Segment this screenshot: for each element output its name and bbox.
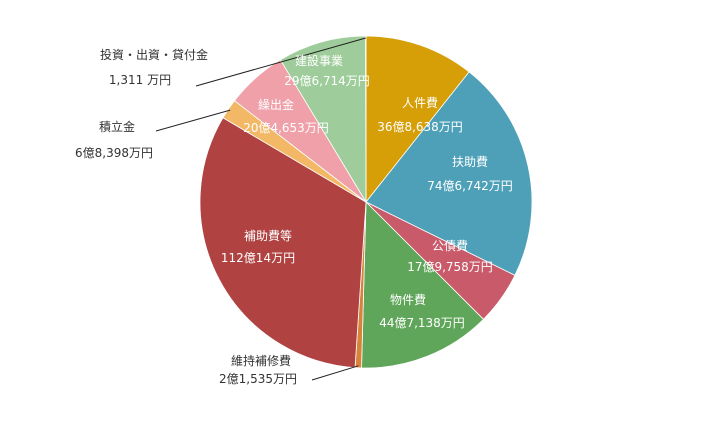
pie-slice-0 [365,35,470,204]
label-kensetsu-name: 建設事業 [295,53,343,68]
label-kuridashi-name: 繰出金 [258,97,294,112]
label-toshi-name: 投資・出資・貸付金 [100,47,208,62]
label-jinkenhi-value: 36億8,638万円 [377,120,463,134]
label-ijihoshu-value: 2億1,535万円 [219,372,297,386]
leader-line-6 [155,109,231,132]
pie-slice-5 [199,117,367,369]
label-ijihoshu-name: 維持補修費 [231,353,291,368]
label-tsumitate-name: 積立金 [99,119,135,134]
label-hojohi-value: 112億14万円 [221,251,295,265]
pie-slice-3 [361,201,485,369]
pie-slice-8 [279,35,367,204]
pie-slice-1 [365,71,533,276]
leader-line-9 [195,37,366,87]
pie-slices [199,35,533,369]
leader-line-4 [311,365,359,381]
label-toshi-value: 1,311 万円 [109,73,171,87]
label-bukkenhi-value: 44億7,138万円 [379,316,465,330]
label-fujohi-name: 扶助費 [452,154,488,169]
label-jinkenhi-name: 人件費 [402,95,438,110]
label-kosaihi-name: 公債費 [432,238,468,253]
label-fujohi-value: 74億6,742万円 [427,179,513,193]
label-kensetsu-value: 29億6,714万円 [284,74,370,88]
label-tsumitate-value: 6億8,398万円 [75,146,153,160]
label-bukkenhi-name: 物件費 [390,292,426,307]
label-hojohi-name: 補助費等 [244,228,292,243]
label-kosaihi-value: 17億9,758万円 [407,260,493,274]
leader-lines [155,37,366,381]
label-kuridashi-value: 20億4,653万円 [243,121,329,135]
